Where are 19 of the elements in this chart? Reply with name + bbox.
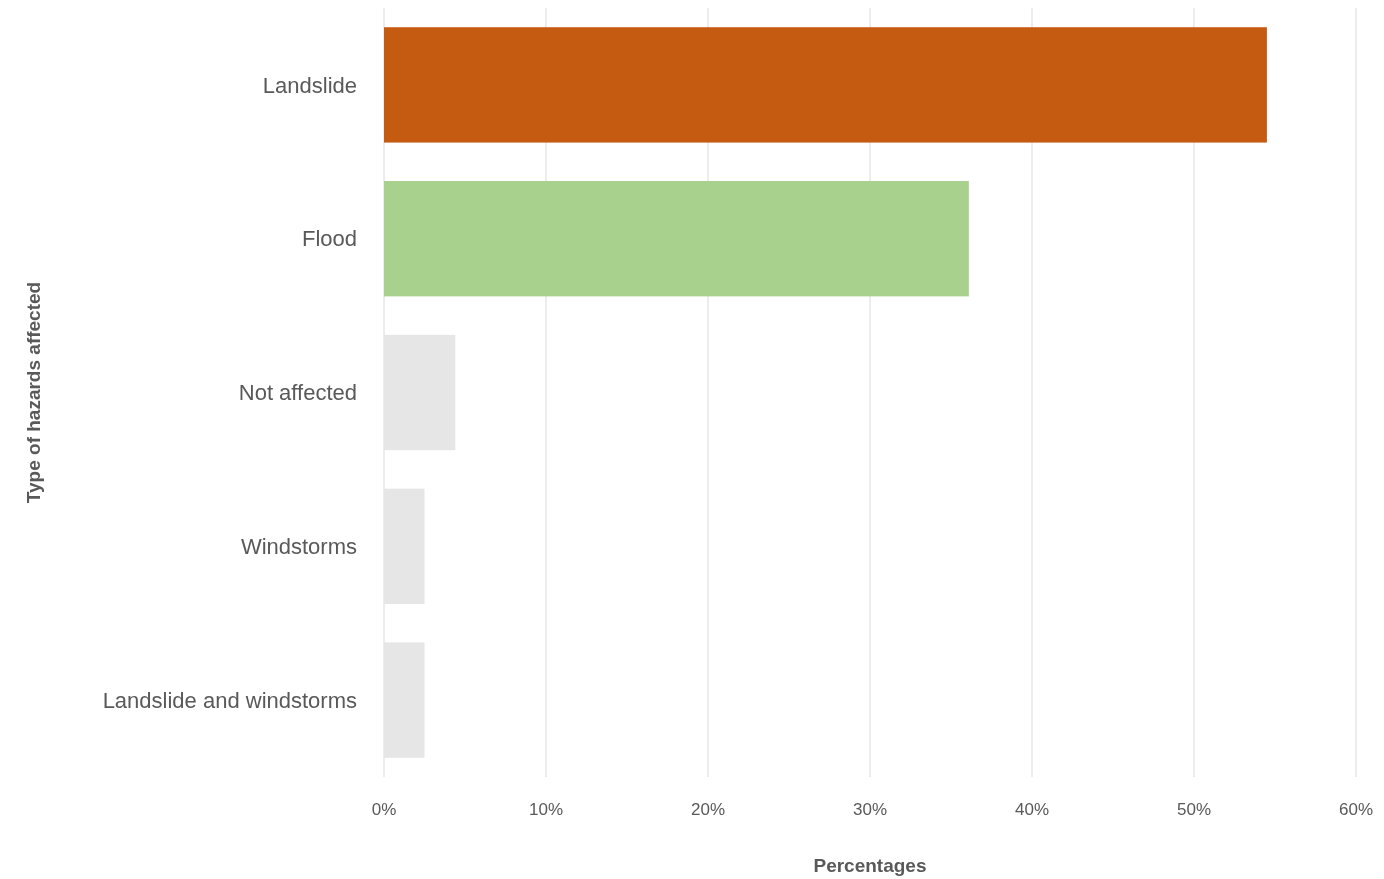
x-tick-label: 40%	[1014, 800, 1050, 819]
y-tick-label: Flood	[301, 226, 357, 252]
bar	[384, 488, 425, 604]
y-tick-label: Windstorms	[240, 534, 357, 559]
x-axis-title: Percentages	[813, 855, 927, 876]
bar	[384, 334, 456, 451]
y-tick-label: Landslide	[262, 72, 357, 98]
x-tick-label: 50%	[1176, 800, 1212, 819]
x-tick-label: 10%	[528, 800, 564, 819]
bar	[384, 181, 969, 297]
x-tick-label: 0%	[371, 800, 397, 819]
x-tick-label: 30%	[852, 800, 888, 819]
y-tick-label: Not affected	[238, 380, 357, 406]
bar	[384, 642, 425, 758]
x-tick-label: 20%	[690, 800, 726, 819]
y-axis-title: Type of hazards affected	[23, 281, 44, 504]
x-tick-label: 60%	[1338, 800, 1374, 819]
bar	[384, 27, 1267, 143]
y-tick-label: Landslide and windstorms	[102, 687, 357, 713]
